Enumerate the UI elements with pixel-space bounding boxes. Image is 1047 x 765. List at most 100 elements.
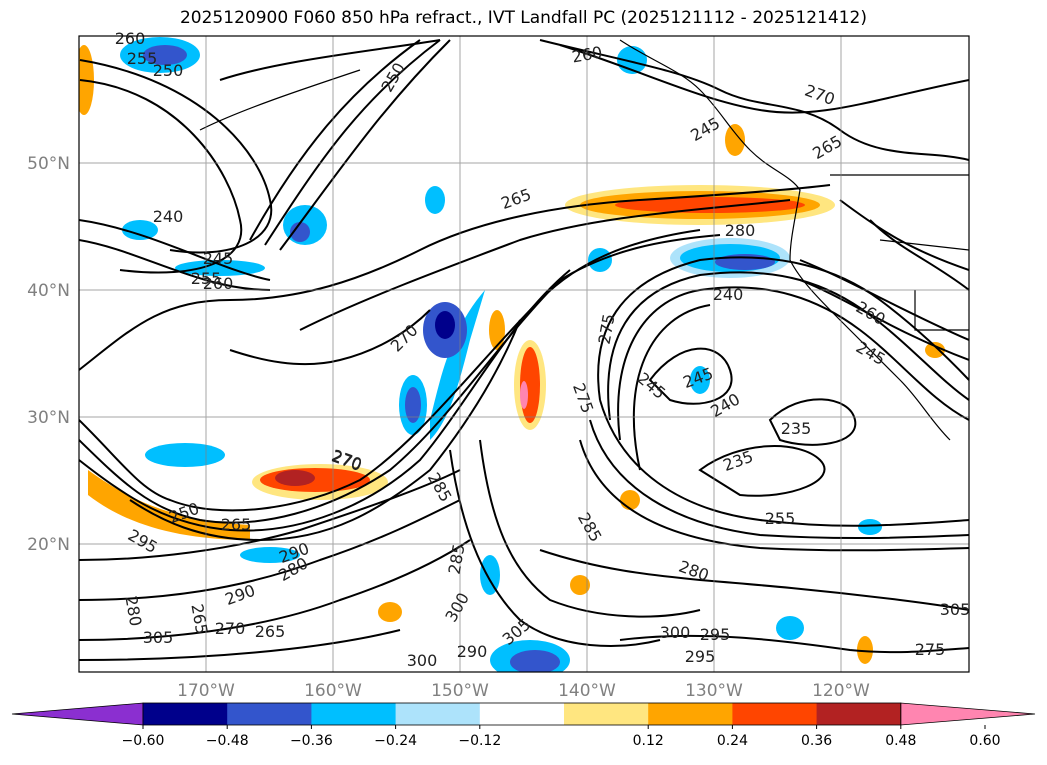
shade-negative-44n-core [290,222,310,242]
shade-small-8 [857,636,873,664]
colorbar-tick-label: −0.36 [290,733,333,749]
shade-small-7 [776,616,804,640]
colorbar-tick-label: 0.24 [717,733,748,749]
contour-line [599,399,969,527]
contour-value-label: 305 [940,600,971,619]
colorbar-tick-label: −0.24 [374,733,417,749]
colorbar-segment [311,703,397,725]
contour-value-label: 260 [115,29,146,48]
contour-line [79,79,243,274]
colorbar-tick-label: −0.60 [122,733,165,749]
contour-line [539,549,969,611]
colorbar: −0.60 −0.48 −0.36 −0.24 −0.12 0.12 0.24 0.36 0.4… [11,702,1036,749]
shade-small-13 [240,547,300,563]
contour-line [279,39,451,251]
contour-value-label: 305 [143,628,174,647]
contour-line [249,39,421,241]
coastline [199,69,361,131]
lat-label-20n: 20°N [27,535,70,555]
colorbar-extend-min [11,702,144,726]
lon-label-140w: 140°W [558,681,616,701]
contour-line [129,319,521,542]
shade-small-6 [570,575,590,595]
shade-positive-145w-max [520,381,528,409]
contour-value-label: 245 [203,249,234,268]
shade-negative-58n-core [143,45,187,65]
contour-line [79,219,271,281]
plot-frame [78,35,970,673]
contour-line [607,271,969,421]
contour-value-label: 265 [221,515,252,534]
lat-label-30n: 30°N [27,408,70,428]
colorbar-segment [648,703,733,725]
shade-positive-band-max [615,197,805,213]
shade-negative-18n [480,555,500,595]
colorbar-segment [227,703,312,725]
contour-line [79,629,401,661]
contour-line [799,259,969,341]
shade-negative-diagonal [430,290,485,440]
contour-value-label: 255 [765,509,796,528]
contour-line [632,304,711,471]
contour-line [617,286,969,441]
contour-value-label: 290 [457,642,488,661]
colorbar-tick-label: −0.48 [206,733,249,749]
shade-small-3 [690,366,710,394]
lon-label-130w: 130°W [685,681,743,701]
shade-negative-26n [145,443,225,467]
shade-negative-42n-max [715,254,775,270]
map-title: 2025120900 F060 850 hPa refract., IVT La… [179,8,867,28]
coastline [619,39,951,441]
colorbar-tick-label: −0.12 [458,733,501,749]
colorbar-segment [732,703,818,725]
contour-line [597,256,969,401]
shade-positive-22n [88,470,250,540]
contour-layer [79,39,969,661]
colorbar-tick-label: 0.12 [633,733,664,749]
contour-value-label: 255 [127,49,158,68]
colorbar-tick-label: 0.36 [801,733,832,749]
shade-negative-12n-core [510,650,560,672]
contour-line [79,499,461,601]
colorbar-frame [142,702,902,726]
contour-line [479,439,701,618]
contour-value-label: 280 [725,221,756,240]
contour-line [79,239,271,291]
shade-small-9 [378,602,402,622]
colorbar-tick-label: 0.48 [885,733,916,749]
contour-line [579,439,969,552]
lon-label-150w: 150°W [431,681,489,701]
shade-negative-43n [122,220,158,240]
contour-line [79,539,471,641]
contour-line [619,634,969,654]
contour-value-label: 235 [781,419,812,438]
shade-small-10 [925,342,945,358]
contour-line [539,39,969,161]
contour-value-label: 275 [915,640,946,659]
contour-value-label: 240 [153,207,184,226]
colorbar-segment [816,703,902,725]
border-line [879,239,969,251]
contour-line [299,199,791,331]
shade-negative-diagonal-max [435,311,455,339]
colorbar-tick-label: 0.60 [969,733,1000,749]
contour-line [698,445,826,497]
colorbar-extend-max [900,702,1036,726]
contour-line [79,59,273,254]
contour-line [768,398,857,446]
contour-value-label: 270 [215,619,246,638]
contour-line [799,279,969,361]
contour-line [79,269,571,532]
lat-label-50n: 50°N [27,154,70,174]
contour-value-label: 250 [153,61,184,80]
contour-line [589,419,969,540]
shade-negative-32n-core [405,387,421,423]
contour-value-label: 240 [713,285,744,304]
shade-small-1 [425,186,445,214]
shade-small-11 [858,519,882,535]
lon-label-170w: 170°W [177,681,235,701]
contour-value-label: 300 [407,651,438,670]
shade-small-5 [620,490,640,510]
